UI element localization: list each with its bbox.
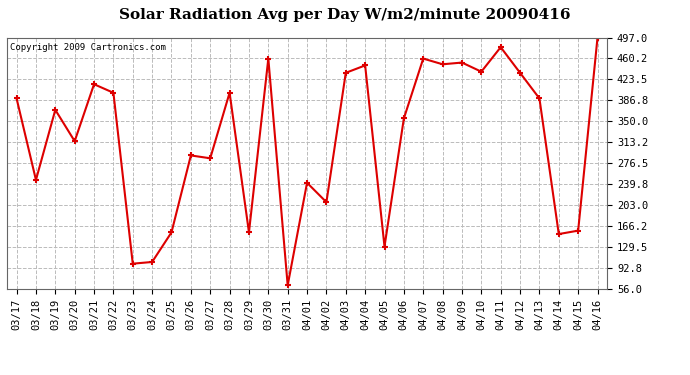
Text: Solar Radiation Avg per Day W/m2/minute 20090416: Solar Radiation Avg per Day W/m2/minute … (119, 8, 571, 21)
Text: Copyright 2009 Cartronics.com: Copyright 2009 Cartronics.com (10, 42, 166, 51)
